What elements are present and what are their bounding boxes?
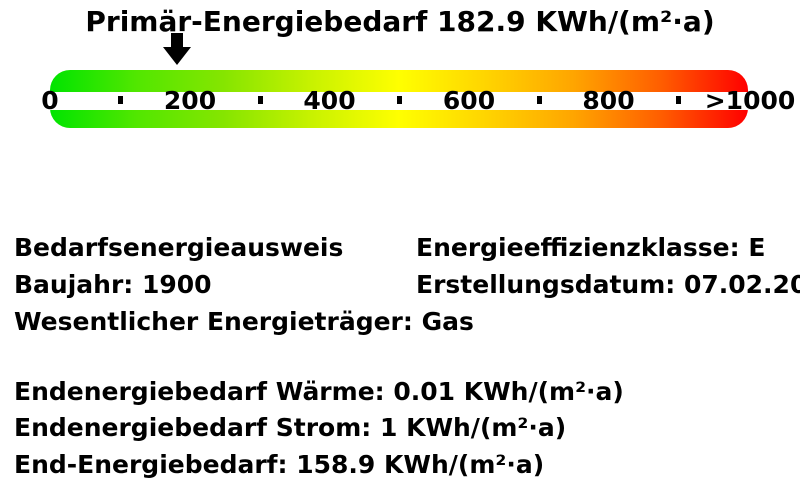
minor-tick-300 — [257, 96, 263, 104]
value-marker-arrow-stem — [171, 33, 183, 48]
axis-label-800: 800 — [582, 86, 635, 115]
construction-year-text: Baujahr: 1900 — [14, 270, 212, 299]
issue-date-text: Erstellungsdatum: 07.02.2018 — [416, 270, 800, 299]
axis-label-1000: >1000 — [704, 86, 796, 115]
minor-tick-100 — [117, 96, 123, 104]
axis-label-200: 200 — [163, 86, 217, 115]
axis-label-600: 600 — [442, 86, 496, 115]
minor-tick-500 — [397, 96, 402, 104]
certificate-type-text: Bedarfsenergieausweis — [14, 233, 344, 262]
axis-label-400: 400 — [303, 86, 356, 115]
chart-title: Primär-Energiebedarf 182.9 KWh/(m²·a) — [85, 5, 715, 38]
minor-tick-700 — [536, 96, 542, 104]
final-energy-electricity-text: Endenergiebedarf Strom: 1 KWh/(m²·a) — [14, 413, 567, 442]
value-marker-arrow-head-icon — [163, 47, 191, 65]
final-energy-total-text: End-Energiebedarf: 158.9 KWh/(m²·a) — [14, 450, 545, 479]
final-energy-heat-text: Endenergiebedarf Wärme: 0.01 KWh/(m²·a) — [14, 377, 624, 406]
energy-carrier-text: Wesentlicher Energieträger: Gas — [14, 307, 474, 336]
efficiency-class-text: Energieeffizienzklasse: E — [416, 233, 766, 262]
axis-label-0: 0 — [41, 86, 59, 115]
minor-tick-900 — [676, 96, 681, 104]
